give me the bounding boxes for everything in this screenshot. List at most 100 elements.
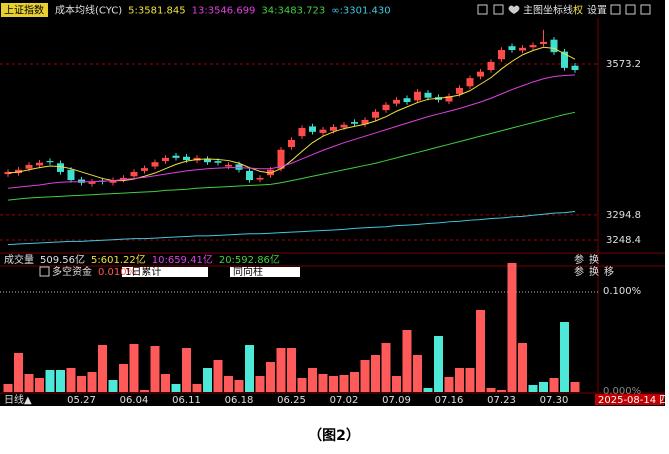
period-label[interactable]: 日线▲ (4, 393, 32, 406)
bar (77, 376, 86, 392)
candle-body (172, 155, 180, 158)
toolbar-icons[interactable] (477, 4, 651, 15)
candle-body (403, 98, 411, 103)
candle-body (540, 41, 547, 45)
candle-body (256, 177, 264, 180)
candle-body (57, 163, 64, 172)
candle-body (183, 156, 190, 161)
bar (455, 368, 464, 392)
bar (98, 345, 107, 392)
bar (287, 348, 296, 392)
bar (423, 388, 433, 392)
y-tick-label: 3248.4 (606, 235, 641, 246)
candle-body (393, 99, 400, 104)
bar (119, 364, 128, 392)
candle-body (109, 180, 117, 183)
candle-body (424, 92, 432, 98)
bar (308, 368, 317, 392)
date-box (595, 394, 664, 405)
candle-body (477, 71, 484, 77)
volume-value: 10:659.41亿 (152, 253, 213, 266)
toolbar-button[interactable]: 权 (573, 4, 583, 17)
bar (486, 388, 496, 392)
panel-tool[interactable]: 换 (589, 253, 599, 266)
bar (560, 322, 569, 392)
toolbar-button[interactable]: 主图 (523, 5, 543, 17)
panel-tool[interactable]: 移 (604, 265, 614, 278)
bar (402, 330, 412, 392)
bar (350, 372, 359, 392)
panel-tool[interactable]: 参 (574, 253, 584, 266)
candle-body (214, 161, 222, 163)
favorite-icon[interactable] (508, 5, 520, 15)
x-tick-label: 07.09 (382, 395, 411, 406)
bar (234, 380, 244, 392)
candle-body (15, 169, 22, 174)
candle-body (88, 181, 96, 184)
bar (539, 382, 548, 392)
legend-entry: 13:3546.699 (192, 6, 256, 17)
candle-body (25, 164, 33, 169)
bar (518, 343, 527, 392)
x-tick-label: 06.11 (172, 395, 201, 406)
x-tick-label: 06.18 (225, 395, 254, 406)
bar (497, 390, 506, 392)
candle-body (319, 129, 327, 133)
panel-title: 多空资金 (52, 265, 92, 278)
dropdown[interactable] (230, 267, 300, 277)
panel-tool[interactable]: 换 (589, 265, 599, 278)
bar (266, 362, 275, 392)
bar (381, 343, 391, 392)
bar (339, 375, 349, 392)
dropdown[interactable] (122, 267, 208, 277)
bar (465, 368, 475, 392)
chart-background (0, 0, 665, 406)
add-icon[interactable] (477, 4, 488, 15)
bar (528, 385, 538, 392)
window-icon[interactable] (625, 4, 636, 15)
candle-body (288, 139, 295, 148)
legend-entry: 34:3483.723 (261, 6, 325, 17)
bar (45, 370, 55, 392)
candle-body (330, 126, 337, 131)
volume-value: 20:592.86亿 (219, 253, 280, 266)
candle-body (372, 111, 379, 118)
bar (392, 376, 401, 392)
candle-body (561, 51, 568, 68)
legend-entry: 5:3581.845 (128, 6, 185, 17)
dropdown-label[interactable]: 同向柱 (233, 265, 263, 278)
legend-entry: ∞:3301.430 (331, 6, 390, 17)
toolbar-button[interactable]: 设置 (587, 5, 607, 17)
bar (360, 360, 370, 392)
candle-body (67, 169, 75, 181)
moving-average-line (7, 74, 576, 189)
candle-body (225, 164, 232, 167)
bar (413, 355, 422, 392)
dropdown-label[interactable]: 1日累计 (125, 265, 161, 278)
x-tick-label: 07.30 (540, 395, 569, 406)
bar (444, 377, 454, 392)
bar (570, 382, 580, 392)
candle-body (571, 65, 579, 71)
panel-tool[interactable]: 参 (574, 265, 584, 278)
bar (35, 378, 44, 392)
candle-body (298, 128, 306, 137)
candle-body (487, 61, 495, 71)
date-box-label: 2025-08-14 四 (598, 395, 669, 406)
bar (161, 374, 170, 392)
window-icon[interactable] (610, 4, 621, 15)
minus-icon[interactable] (493, 4, 504, 15)
volume-value: 5:601.22亿 (91, 253, 146, 266)
y-tick-label: 3573.2 (606, 59, 641, 70)
bar (87, 372, 97, 392)
bar (150, 346, 160, 392)
bar (434, 336, 443, 392)
x-tick-label: 07.16 (435, 395, 464, 406)
y-tick-label: 0.000% (603, 386, 641, 397)
bar (245, 345, 254, 392)
toolbar-button[interactable]: 坐标线 (543, 4, 573, 17)
close-icon[interactable] (640, 4, 651, 15)
candle-body (414, 91, 421, 101)
bar (129, 344, 139, 392)
